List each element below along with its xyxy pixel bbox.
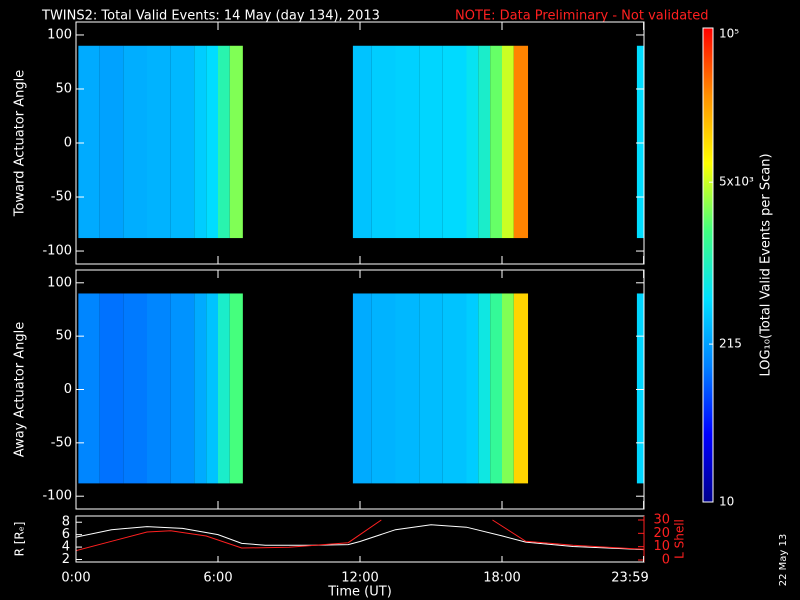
- heat-cell: [371, 293, 396, 484]
- colorbar-title: LOG₁₀(Total Valid Events per Scan): [759, 153, 774, 376]
- chart-title: TWINS2: Total Valid Events: 14 May (day …: [41, 9, 380, 24]
- heat-cell: [371, 45, 396, 239]
- y2-axis-title: L Shell: [673, 519, 687, 559]
- heat-cell: [466, 45, 479, 239]
- x-tick-label: 18:00: [483, 571, 520, 586]
- y-tick-label: 50: [55, 329, 72, 344]
- orbit-line: [76, 519, 644, 552]
- heat-cell: [229, 45, 243, 239]
- colorbar-tick-label: 10: [719, 495, 734, 509]
- heat-cell: [502, 45, 514, 239]
- heat-cell: [490, 45, 502, 239]
- heat-cell: [636, 293, 644, 484]
- heat-cell: [123, 45, 147, 239]
- heat-cell: [636, 45, 644, 239]
- heat-cell: [218, 45, 230, 239]
- y-axis-title: Away Actuator Angle: [13, 322, 28, 457]
- heat-cell: [419, 45, 443, 239]
- y-tick-label: 0: [64, 382, 72, 397]
- y2-tick-label: 0: [662, 553, 670, 568]
- heat-cell: [395, 293, 420, 484]
- y-tick-label: 0: [64, 136, 72, 151]
- heat-cell: [170, 293, 195, 484]
- x-tick-label: 23:59: [611, 571, 648, 586]
- heat-cell: [490, 293, 502, 484]
- y-tick-label: 8: [62, 515, 70, 530]
- y-tick-label: -50: [51, 190, 72, 205]
- colorbar-tick-label: 215: [719, 337, 742, 351]
- note: NOTE: Data Preliminary - Not validated: [455, 9, 709, 24]
- colorbar: [703, 28, 713, 502]
- x-axis-title: Time (UT): [327, 585, 392, 600]
- y-axis-title: Toward Actuator Angle: [13, 70, 28, 217]
- heat-cell: [352, 45, 372, 239]
- y-tick-label: 100: [47, 275, 72, 290]
- heat-cell: [395, 45, 420, 239]
- y-axis-title: R [Rₑ]: [13, 522, 27, 557]
- heat-cell: [147, 45, 171, 239]
- colorbar-tick-label: 5x10³: [719, 175, 754, 189]
- heat-cell: [99, 293, 124, 484]
- x-tick-label: 6:00: [203, 571, 232, 586]
- y-tick-label: 4: [62, 540, 70, 555]
- colorbar-frame: [702, 27, 714, 503]
- footer-date: 22 May 13: [778, 534, 789, 586]
- y-tick-label: -50: [51, 435, 72, 450]
- heat-cell: [206, 293, 218, 484]
- heat-cell: [442, 45, 467, 239]
- heat-cell: [194, 293, 207, 484]
- heat-cell: [170, 45, 195, 239]
- heat-cell: [513, 45, 529, 239]
- heat-cell: [206, 45, 218, 239]
- heat-cell: [194, 45, 207, 239]
- heat-cell: [502, 293, 514, 484]
- y-tick-label: -100: [42, 489, 72, 504]
- heat-cell: [478, 293, 491, 484]
- heat-cell: [123, 293, 147, 484]
- heat-cell: [419, 293, 443, 484]
- y-tick-label: -100: [42, 244, 72, 259]
- heat-cell: [513, 293, 529, 484]
- heat-cell: [78, 45, 100, 239]
- orbit-line: [76, 524, 644, 551]
- y2-tick-label: 30: [653, 513, 670, 528]
- y-tick-label: 100: [47, 27, 72, 42]
- heat-cell: [466, 293, 479, 484]
- y-tick-label: 6: [62, 527, 70, 542]
- y2-tick-label: 10: [653, 539, 670, 554]
- heat-cell: [78, 293, 100, 484]
- y-tick-label: 2: [62, 552, 70, 567]
- y-tick-label: 50: [55, 81, 72, 96]
- y2-tick-label: 20: [653, 526, 670, 541]
- heat-cell: [352, 293, 372, 484]
- heat-cell: [99, 45, 124, 239]
- x-tick-label: 0:00: [61, 571, 90, 586]
- heat-cell: [478, 45, 491, 239]
- colorbar-tick-label: 10⁵: [719, 27, 739, 41]
- heat-cell: [218, 293, 230, 484]
- heat-cell: [442, 293, 467, 484]
- heat-cell: [229, 293, 243, 484]
- heat-cell: [147, 293, 171, 484]
- x-tick-label: 12:00: [341, 571, 378, 586]
